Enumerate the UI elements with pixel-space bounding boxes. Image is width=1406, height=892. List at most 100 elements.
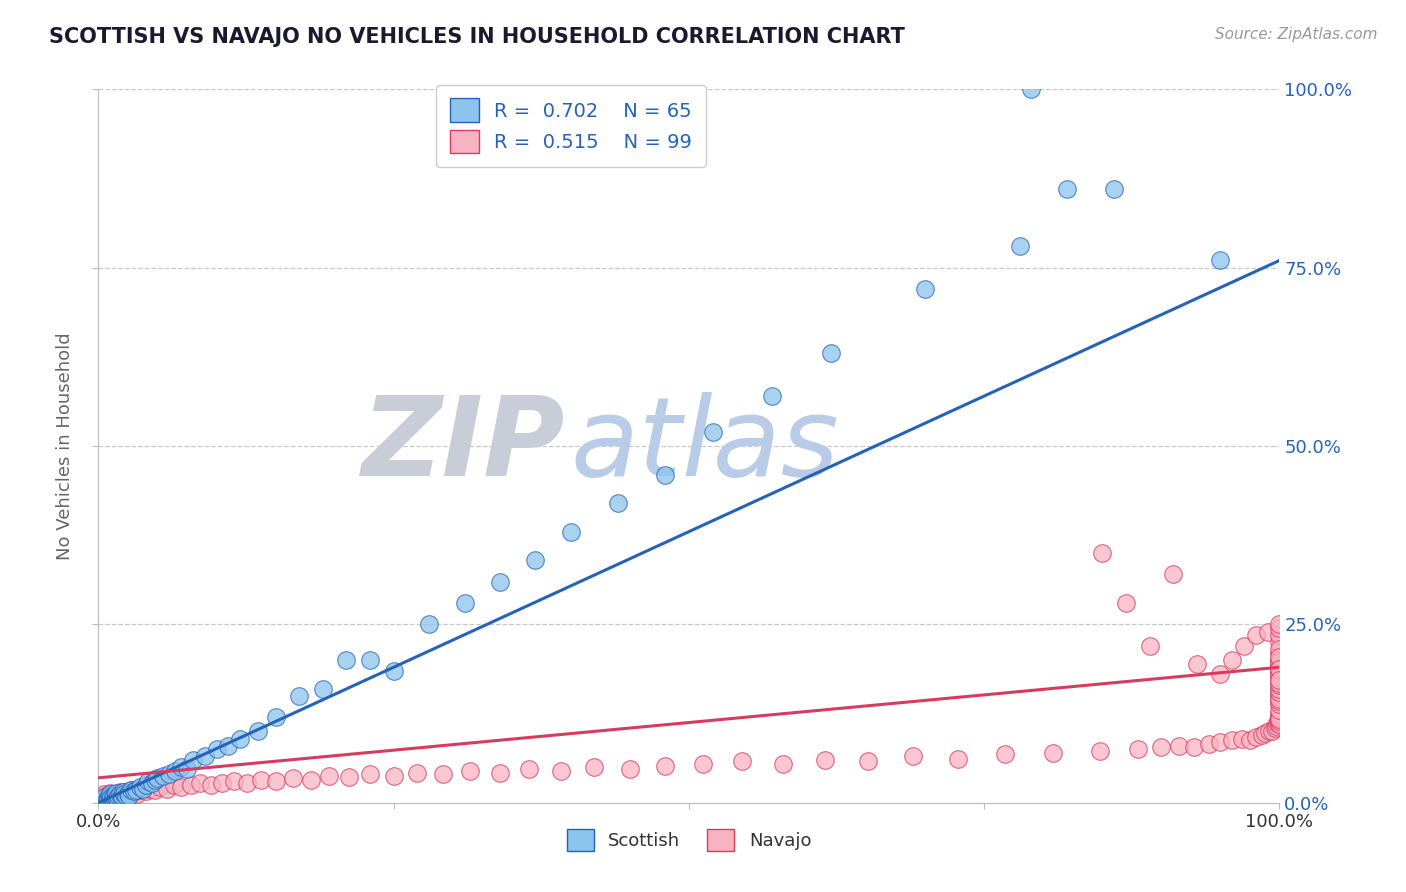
Point (1139, 639, 1161, 653)
Point (125, 783, 148, 797)
Point (194, 749, 217, 764)
Point (229, 731, 252, 746)
Point (359, 653, 381, 667)
Point (1268, 687, 1291, 701)
Point (1268, 617, 1291, 632)
Point (814, 753, 837, 767)
Point (149, 780, 172, 794)
Point (121, 783, 143, 797)
Point (702, 425, 724, 439)
Point (143, 783, 166, 797)
Point (731, 755, 754, 769)
Point (761, 389, 783, 403)
Point (1250, 728, 1272, 742)
Point (1261, 724, 1284, 739)
Point (163, 778, 186, 792)
Point (1056, 182, 1078, 196)
Point (170, 780, 193, 794)
Point (489, 765, 512, 780)
Point (619, 762, 641, 776)
Point (217, 739, 239, 753)
Point (107, 789, 129, 803)
Point (1268, 703, 1291, 717)
Point (146, 771, 169, 785)
Text: atlas: atlas (571, 392, 839, 500)
Point (105, 787, 128, 801)
Point (108, 785, 131, 799)
Point (692, 756, 714, 771)
Point (1185, 657, 1208, 671)
Point (1264, 721, 1286, 735)
Point (97, 792, 120, 806)
Point (432, 767, 454, 781)
Point (994, 747, 1017, 762)
Point (1268, 657, 1291, 671)
Point (903, 749, 925, 764)
Point (141, 776, 163, 790)
Point (1268, 649, 1291, 664)
Point (312, 681, 335, 696)
Point (115, 787, 138, 801)
Point (1230, 731, 1253, 746)
Point (1268, 628, 1291, 642)
Point (1021, 82, 1043, 96)
Point (114, 789, 136, 803)
Point (318, 769, 340, 783)
Point (382, 769, 405, 783)
Point (1209, 735, 1232, 749)
Text: SCOTTISH VS NAVAJO NO VEHICLES IN HOUSEHOLD CORRELATION CHART: SCOTTISH VS NAVAJO NO VEHICLES IN HOUSEH… (49, 27, 905, 46)
Point (105, 790, 128, 805)
Point (181, 753, 204, 767)
Point (122, 784, 145, 798)
Point (1115, 596, 1137, 610)
Point (858, 755, 880, 769)
Point (129, 783, 152, 797)
Point (560, 524, 582, 539)
Point (246, 724, 269, 739)
Point (236, 776, 259, 790)
Point (1184, 740, 1206, 755)
Point (105, 790, 128, 805)
Point (103, 787, 125, 801)
Point (288, 689, 311, 703)
Point (1088, 744, 1111, 758)
Point (418, 617, 440, 632)
Point (128, 780, 150, 794)
Point (105, 790, 128, 805)
Point (157, 767, 180, 781)
Point (91, 789, 114, 803)
Point (112, 785, 135, 799)
Point (1265, 715, 1288, 730)
Point (93, 790, 115, 805)
Point (1268, 621, 1291, 635)
Point (607, 496, 630, 510)
Point (1267, 714, 1289, 728)
Point (1268, 635, 1291, 649)
Point (1091, 546, 1114, 560)
Point (283, 771, 305, 785)
Point (100, 790, 122, 805)
Point (104, 789, 127, 803)
Point (1268, 673, 1291, 687)
Point (1268, 660, 1291, 674)
Point (1150, 740, 1173, 755)
Point (93, 790, 115, 805)
Point (1126, 742, 1149, 756)
Point (1268, 676, 1291, 690)
Point (107, 789, 129, 803)
Point (264, 710, 287, 724)
Point (1008, 239, 1031, 253)
Point (583, 760, 606, 774)
Point (1042, 746, 1064, 760)
Point (1268, 664, 1291, 678)
Point (1264, 719, 1286, 733)
Point (654, 467, 676, 482)
Point (1268, 646, 1291, 660)
Point (96, 789, 118, 803)
Point (550, 764, 572, 778)
Point (1257, 724, 1279, 739)
Point (1268, 706, 1291, 721)
Point (382, 664, 405, 678)
Point (112, 787, 135, 801)
Point (453, 596, 475, 610)
